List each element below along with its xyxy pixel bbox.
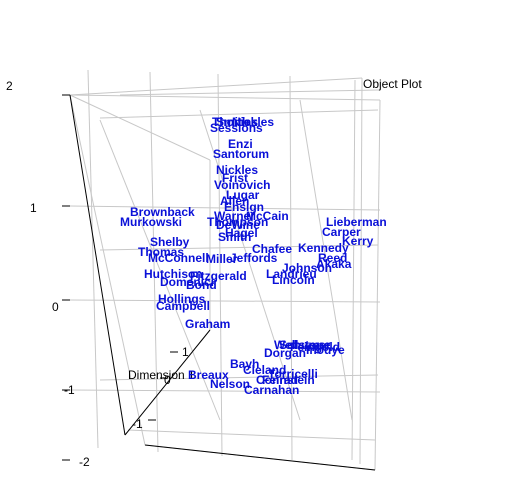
point-label-enzi: Enzi [228,137,253,151]
point-label-smith: Smith [216,115,249,129]
point-label-thompson: Thompson [207,215,268,229]
point-label-hollings: Hollings [158,292,206,306]
point-label-miller: Miller [206,252,238,266]
point-label-carnahan: Carnahan [244,383,299,397]
point-label-thomas: Thomas [212,115,258,129]
point-label-lincoln: Lincoln [272,273,315,287]
point-label-jeffords: Jeffords [230,251,278,265]
point-label-campbell: Campbell [156,299,210,313]
point-label-conrad: Conrad [256,373,298,387]
point-label-mccain: McCain [246,209,289,223]
point-label-graham: Graham [185,317,230,331]
point-label-landrieu: Landrieu [266,267,317,281]
point-label-reed: Reed [318,251,347,265]
point-label-dorgan: Dorgan [264,346,306,360]
point-label-hutchison: Hutchison [144,267,203,281]
tick-inner-1: 1 [182,345,189,359]
point-label-allen: Allen [220,194,249,208]
point-label-torricelli: Torricelli [268,367,318,381]
point-label-nelson: Nelson [210,377,250,391]
axes [62,94,376,471]
point-label-murkowski: Murkowski [120,215,182,229]
point-label-ensign: Ensign [224,200,264,214]
point-label-mcconnell: McConnell [148,251,209,265]
point-label-hagel: Hagel [225,226,258,240]
point-label-johnson: Johnson [282,261,332,275]
tick-inner-0: 0 [164,373,171,387]
tick-inner-neg1: -1 [132,417,143,431]
tick-left-0: 0 [52,300,59,314]
tick-left-2: 2 [6,79,13,93]
point-label-thomas: Thomas [138,245,184,259]
axis-label: Dimension 1 [128,368,195,382]
point-label-sessions: Sessions [210,121,263,135]
chart-title: Object Plot [363,77,422,91]
point-label-shelby: Shelby [150,235,190,249]
point-label-fitzgerald: Fitzgerald [190,269,247,283]
point-label-nickles: Nickles [232,115,274,129]
point-label-bayh: Bayh [230,357,259,371]
point-label-brownback: Brownback [130,205,195,219]
tick-left-neg1: -1 [64,383,75,397]
point-label-schumer: Schumer [279,338,331,352]
point-label-carper: Carper [322,225,361,239]
point-label-dewine: DeWine [216,218,260,232]
point-label-lugar: Lugar [226,188,260,202]
point-label-inouye: Inouye [306,343,345,357]
point-label-voinovich: Voinovich [214,178,270,192]
point-label-bond: Bond [186,278,217,292]
point-label-akaka: Akaka [316,257,352,271]
tick-left-neg2: -2 [79,455,90,469]
point-labels: ThomasSmithNicklesSessionsEnziSantorumNi… [120,115,387,397]
point-label-wellstone: Wellstone [274,338,331,352]
point-label-lieberman: Lieberman [326,215,387,229]
point-label-domenici: Domenici [160,275,214,289]
point-label-kennedy: Kennedy [298,241,349,255]
point-label-smith: Smith [218,230,251,244]
point-label-nickles: Nickles [216,163,258,177]
point-label-breaux: Breaux [188,368,229,382]
point-label-chafee: Chafee [252,242,292,256]
point-label-santorum: Santorum [213,147,269,161]
point-label-frist: Frist [222,171,248,185]
point-label-feinstein: Feinstein [262,373,315,387]
point-label-warner: Warner [214,209,255,223]
point-label-kerry: Kerry [342,234,374,248]
point-label-cleland: Cleland [243,363,286,377]
point-label-feingold: Feingold [290,340,340,354]
tick-left-1: 1 [30,201,37,215]
